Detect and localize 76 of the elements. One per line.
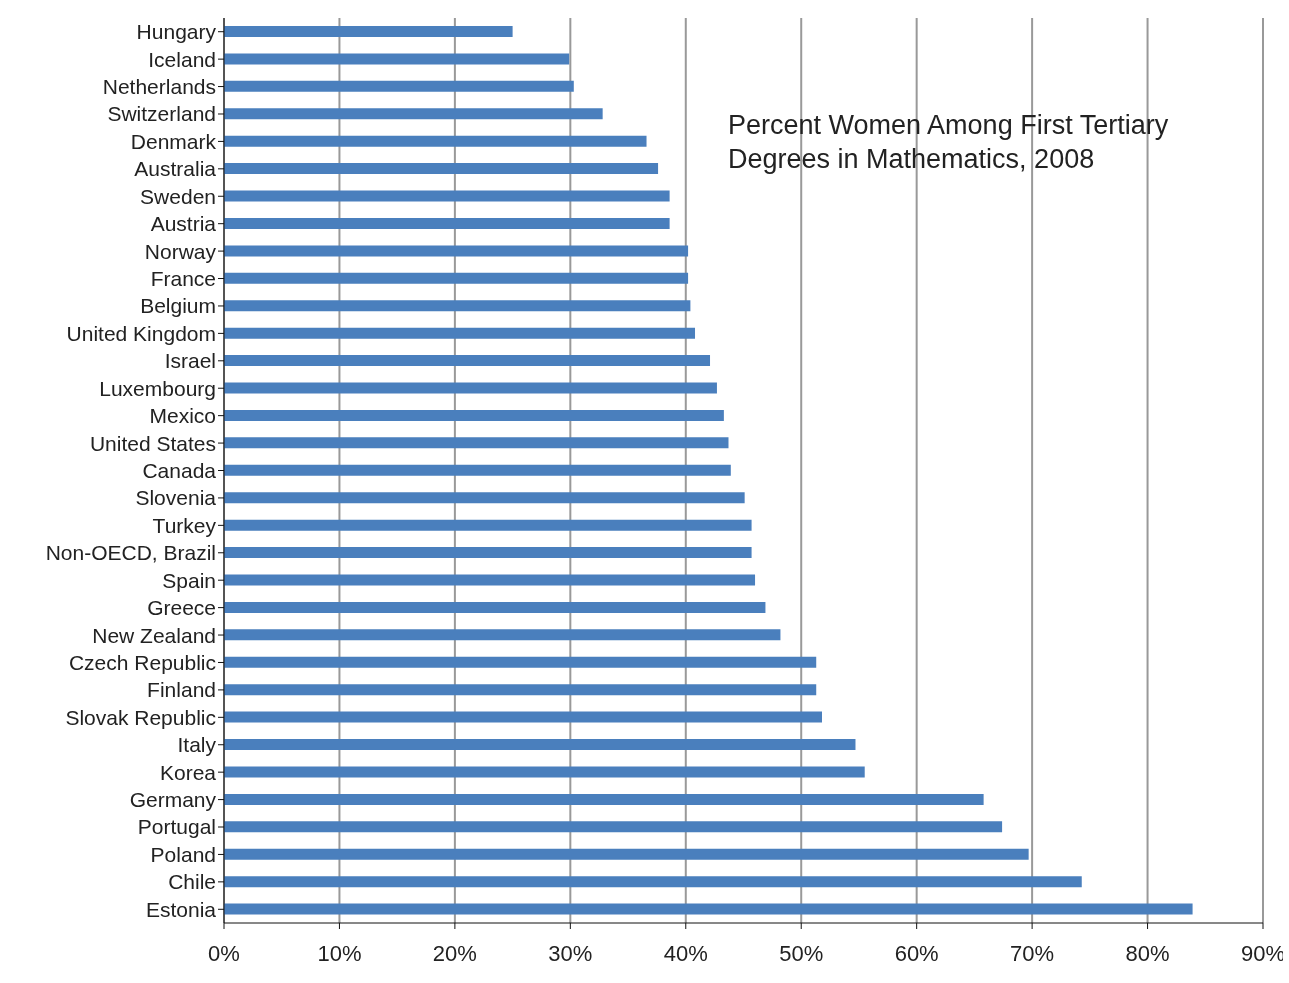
bar bbox=[224, 135, 647, 147]
bar bbox=[224, 848, 1029, 860]
bar bbox=[224, 108, 603, 120]
y-tick-label: United States bbox=[89, 431, 216, 455]
x-tick-label: 30% bbox=[548, 940, 593, 966]
x-tick-label: 20% bbox=[432, 940, 477, 966]
y-tick-label: Austria bbox=[150, 212, 217, 236]
x-tick-label: 50% bbox=[779, 940, 824, 966]
y-tick-label: Switzerland bbox=[107, 102, 216, 126]
bar bbox=[224, 382, 717, 394]
bar bbox=[224, 903, 1193, 915]
y-tick-label: Israel bbox=[164, 349, 216, 373]
y-tick-label: Chile bbox=[168, 870, 216, 894]
y-tick-label: France bbox=[150, 266, 216, 290]
bar bbox=[224, 217, 670, 229]
x-tick-label: 60% bbox=[894, 940, 939, 966]
y-tick-label: Finland bbox=[147, 678, 216, 702]
y-tick-label: Estonia bbox=[145, 897, 217, 921]
bar bbox=[224, 739, 856, 751]
x-tick-label: 40% bbox=[663, 940, 708, 966]
y-tick-label: Poland bbox=[150, 842, 216, 866]
bar bbox=[224, 519, 752, 531]
bar bbox=[224, 574, 756, 586]
bar bbox=[224, 711, 822, 723]
y-tick-label: Non-OECD, Brazil bbox=[45, 541, 216, 565]
bar bbox=[224, 437, 729, 449]
text: Percent Women Among First Tertiary Degrees in Mathematics, 2008 bbox=[728, 109, 1170, 176]
y-tick-label: Germany bbox=[129, 788, 217, 812]
y-tick-label: Norway bbox=[144, 239, 217, 263]
y-tick-label: Turkey bbox=[152, 513, 217, 537]
x-tick-label: 10% bbox=[317, 940, 362, 966]
bar bbox=[224, 766, 865, 778]
y-tick-label: Luxembourg bbox=[99, 376, 216, 400]
y-tick-label: Denmark bbox=[130, 129, 217, 153]
x-tick-label: 80% bbox=[1125, 940, 1170, 966]
bar bbox=[224, 409, 724, 421]
y-tick-label: Korea bbox=[159, 760, 217, 784]
bar bbox=[224, 793, 984, 805]
bar bbox=[224, 163, 659, 175]
bar bbox=[224, 272, 689, 284]
bar bbox=[224, 492, 745, 504]
bar bbox=[224, 821, 1003, 833]
bar bbox=[224, 684, 817, 696]
y-tick-label: Slovenia bbox=[135, 486, 217, 510]
y-tick-label: Italy bbox=[177, 733, 217, 757]
bar bbox=[224, 656, 817, 668]
x-tick-label: 0% bbox=[208, 940, 240, 966]
bar bbox=[224, 327, 696, 339]
bar bbox=[224, 547, 752, 559]
y-tick-label: Mexico bbox=[149, 404, 216, 428]
y-tick-label: United Kingdom bbox=[66, 321, 216, 345]
y-tick-label: Belgium bbox=[140, 294, 216, 318]
y-tick-label: Australia bbox=[134, 157, 217, 181]
bar bbox=[224, 245, 689, 257]
y-tick-label: New Zealand bbox=[92, 623, 216, 647]
y-tick-label: Spain bbox=[162, 568, 216, 592]
x-tick-label: 70% bbox=[1010, 940, 1055, 966]
bar bbox=[224, 876, 1082, 888]
bar bbox=[224, 26, 513, 37]
y-tick-label: Czech Republic bbox=[68, 650, 216, 674]
bar bbox=[224, 190, 670, 202]
y-tick-label: Hungary bbox=[136, 20, 217, 44]
y-tick-label: Portugal bbox=[137, 815, 216, 839]
bar bbox=[224, 355, 711, 367]
y-tick-label: Netherlands bbox=[102, 75, 216, 99]
bar bbox=[224, 300, 691, 312]
bar bbox=[224, 629, 781, 641]
y-tick-label: Iceland bbox=[148, 47, 216, 71]
bar bbox=[224, 80, 574, 92]
y-tick-label: Greece bbox=[147, 596, 216, 620]
y-tick-label: Sweden bbox=[140, 184, 216, 208]
y-tick-label: Canada bbox=[142, 458, 217, 482]
bar bbox=[224, 464, 731, 476]
y-tick-label: Slovak Republic bbox=[65, 705, 216, 729]
bar bbox=[224, 601, 766, 613]
bar bbox=[224, 53, 570, 65]
